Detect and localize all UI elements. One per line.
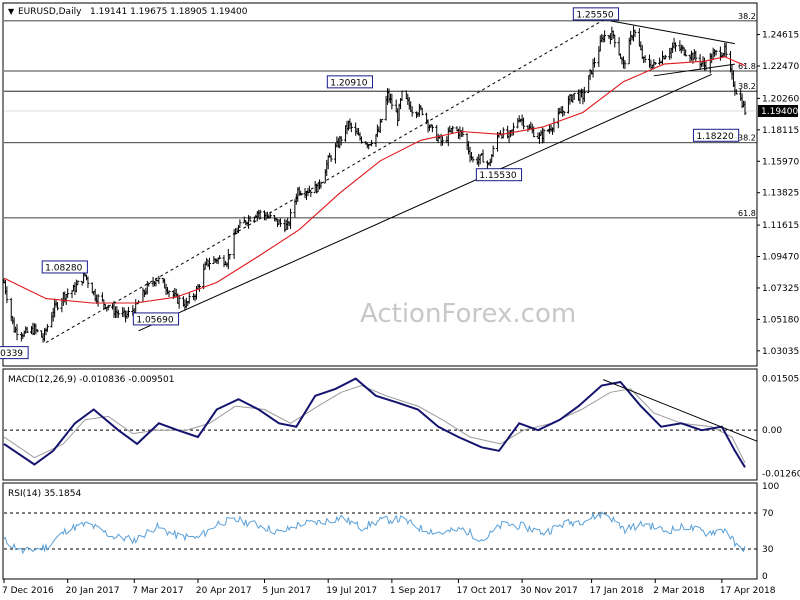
macd-tick-label: 0.015057 xyxy=(762,374,800,384)
date-tick-label: 1 Sep 2017 xyxy=(390,586,441,596)
annotation-label: 1.20910 xyxy=(330,78,367,88)
fib-level-label: 38.2 xyxy=(738,134,756,143)
macd-tick-label: -0.012607 xyxy=(762,469,800,479)
date-tick-label: 17 Apr 2018 xyxy=(720,586,776,596)
annotation-label: 1.08280 xyxy=(45,263,82,273)
price-tick-label: 1.22470 xyxy=(762,62,799,72)
price-tick-label: 1.07325 xyxy=(762,284,799,294)
ohlc-label: 1.19141 1.19675 1.18905 1.19400 xyxy=(90,7,248,17)
price-tick-label: 1.09470 xyxy=(762,253,799,263)
symbol-label: EURUSD,Daily xyxy=(18,7,82,17)
macd-title: MACD(12,26,9) -0.010836 -0.009501 xyxy=(8,375,174,385)
fib-level-label: 38.2 xyxy=(738,12,756,21)
price-tick-label: 1.03035 xyxy=(762,347,799,357)
date-tick-label: 20 Apr 2017 xyxy=(196,586,252,596)
header-marker-icon: ▼ xyxy=(8,7,15,16)
rsi-tick-label: 30 xyxy=(762,545,774,555)
rsi-tick-label: 70 xyxy=(762,509,774,519)
date-tick-label: 17 Jan 2018 xyxy=(590,586,644,596)
price-tick-label: 1.13825 xyxy=(762,189,799,199)
macd-signal-line xyxy=(3,384,746,464)
date-tick-label: 19 Jul 2017 xyxy=(326,586,377,596)
price-panel-frame xyxy=(2,2,758,367)
last-price-label: 1.19400 xyxy=(761,107,798,117)
watermark-text: ActionForex.com xyxy=(360,299,576,329)
date-tick-label: 2 Mar 2018 xyxy=(653,586,705,596)
price-levels: 38.2 61.8 38.2 38.2 61.8 xyxy=(4,12,757,219)
price-tick-label: 1.11615 xyxy=(762,221,799,231)
rsi-series-line xyxy=(3,511,746,555)
annotation-box xyxy=(132,312,180,326)
moving-average-line xyxy=(3,56,746,304)
annotation-box xyxy=(0,346,29,360)
annotation-label: 1.25550 xyxy=(576,10,613,20)
date-tick-label: 7 Dec 2016 xyxy=(2,586,54,596)
rsi-tick-label: 100 xyxy=(762,482,779,492)
price-tick-label: 1.18115 xyxy=(762,126,799,136)
date-tick-label: 5 Jun 2017 xyxy=(263,586,311,596)
annotation-box xyxy=(41,260,88,274)
price-annotations: 1.0339 1.08280 1.05690 1.20910 1.15530 1.2555… xyxy=(0,7,740,360)
date-tick-label: 30 Nov 2017 xyxy=(520,586,578,596)
date-tick-label: 20 Jan 2017 xyxy=(66,586,120,596)
price-trendlines xyxy=(45,19,735,343)
annotation-label: 1.18220 xyxy=(696,132,733,142)
annotation-label: 1.15530 xyxy=(479,171,516,181)
date-tick-label: 17 Oct 2017 xyxy=(456,586,512,596)
rsi-tick-label: 0 xyxy=(762,572,768,582)
macd-tick-label: 0.00 xyxy=(762,426,782,436)
price-tick-label: 1.20260 xyxy=(762,94,799,104)
fib-level-label: 61.8 xyxy=(738,62,756,71)
rsi-panel-frame xyxy=(2,482,758,580)
trendline xyxy=(138,73,712,332)
price-tick-label: 1.15970 xyxy=(762,157,799,167)
price-axis: 1.24615 1.22470 1.20260 1.18115 1.15970 1.138… xyxy=(757,31,799,357)
annotation-label: 1.05690 xyxy=(136,315,173,325)
price-tick-label: 1.24615 xyxy=(762,31,799,41)
rsi-line xyxy=(3,511,757,555)
macd-lines xyxy=(3,377,758,468)
fib-level-label: 61.8 xyxy=(738,209,756,218)
annotation-box xyxy=(572,7,620,21)
macd-trendline xyxy=(602,379,758,442)
annotation-label: 1.0339 xyxy=(0,349,23,359)
trendline xyxy=(610,20,735,45)
macd-axis: 0.015057 0.00 -0.012607 xyxy=(762,374,800,479)
moving-average xyxy=(3,56,746,304)
macd-panel-frame xyxy=(2,368,758,481)
date-tick-label: 7 Mar 2017 xyxy=(132,586,183,596)
rsi-axis: 100 70 30 0 xyxy=(762,482,779,582)
last-price-marker: 1.19400 xyxy=(758,104,798,117)
trendline xyxy=(45,19,604,343)
macd-main-line xyxy=(3,377,746,468)
rsi-title: RSI(14) 35.1854 xyxy=(8,489,81,499)
trendline xyxy=(653,63,735,77)
last-price-box xyxy=(758,104,798,117)
date-axis: 7 Dec 2016 20 Jan 2017 7 Mar 2017 20 Apr 20… xyxy=(2,579,776,596)
annotation-box xyxy=(692,128,740,142)
price-tick-label: 1.05180 xyxy=(762,315,799,325)
annotation-box xyxy=(326,75,373,89)
fib-level-label: 38.2 xyxy=(738,82,756,91)
annotation-box xyxy=(475,168,523,182)
